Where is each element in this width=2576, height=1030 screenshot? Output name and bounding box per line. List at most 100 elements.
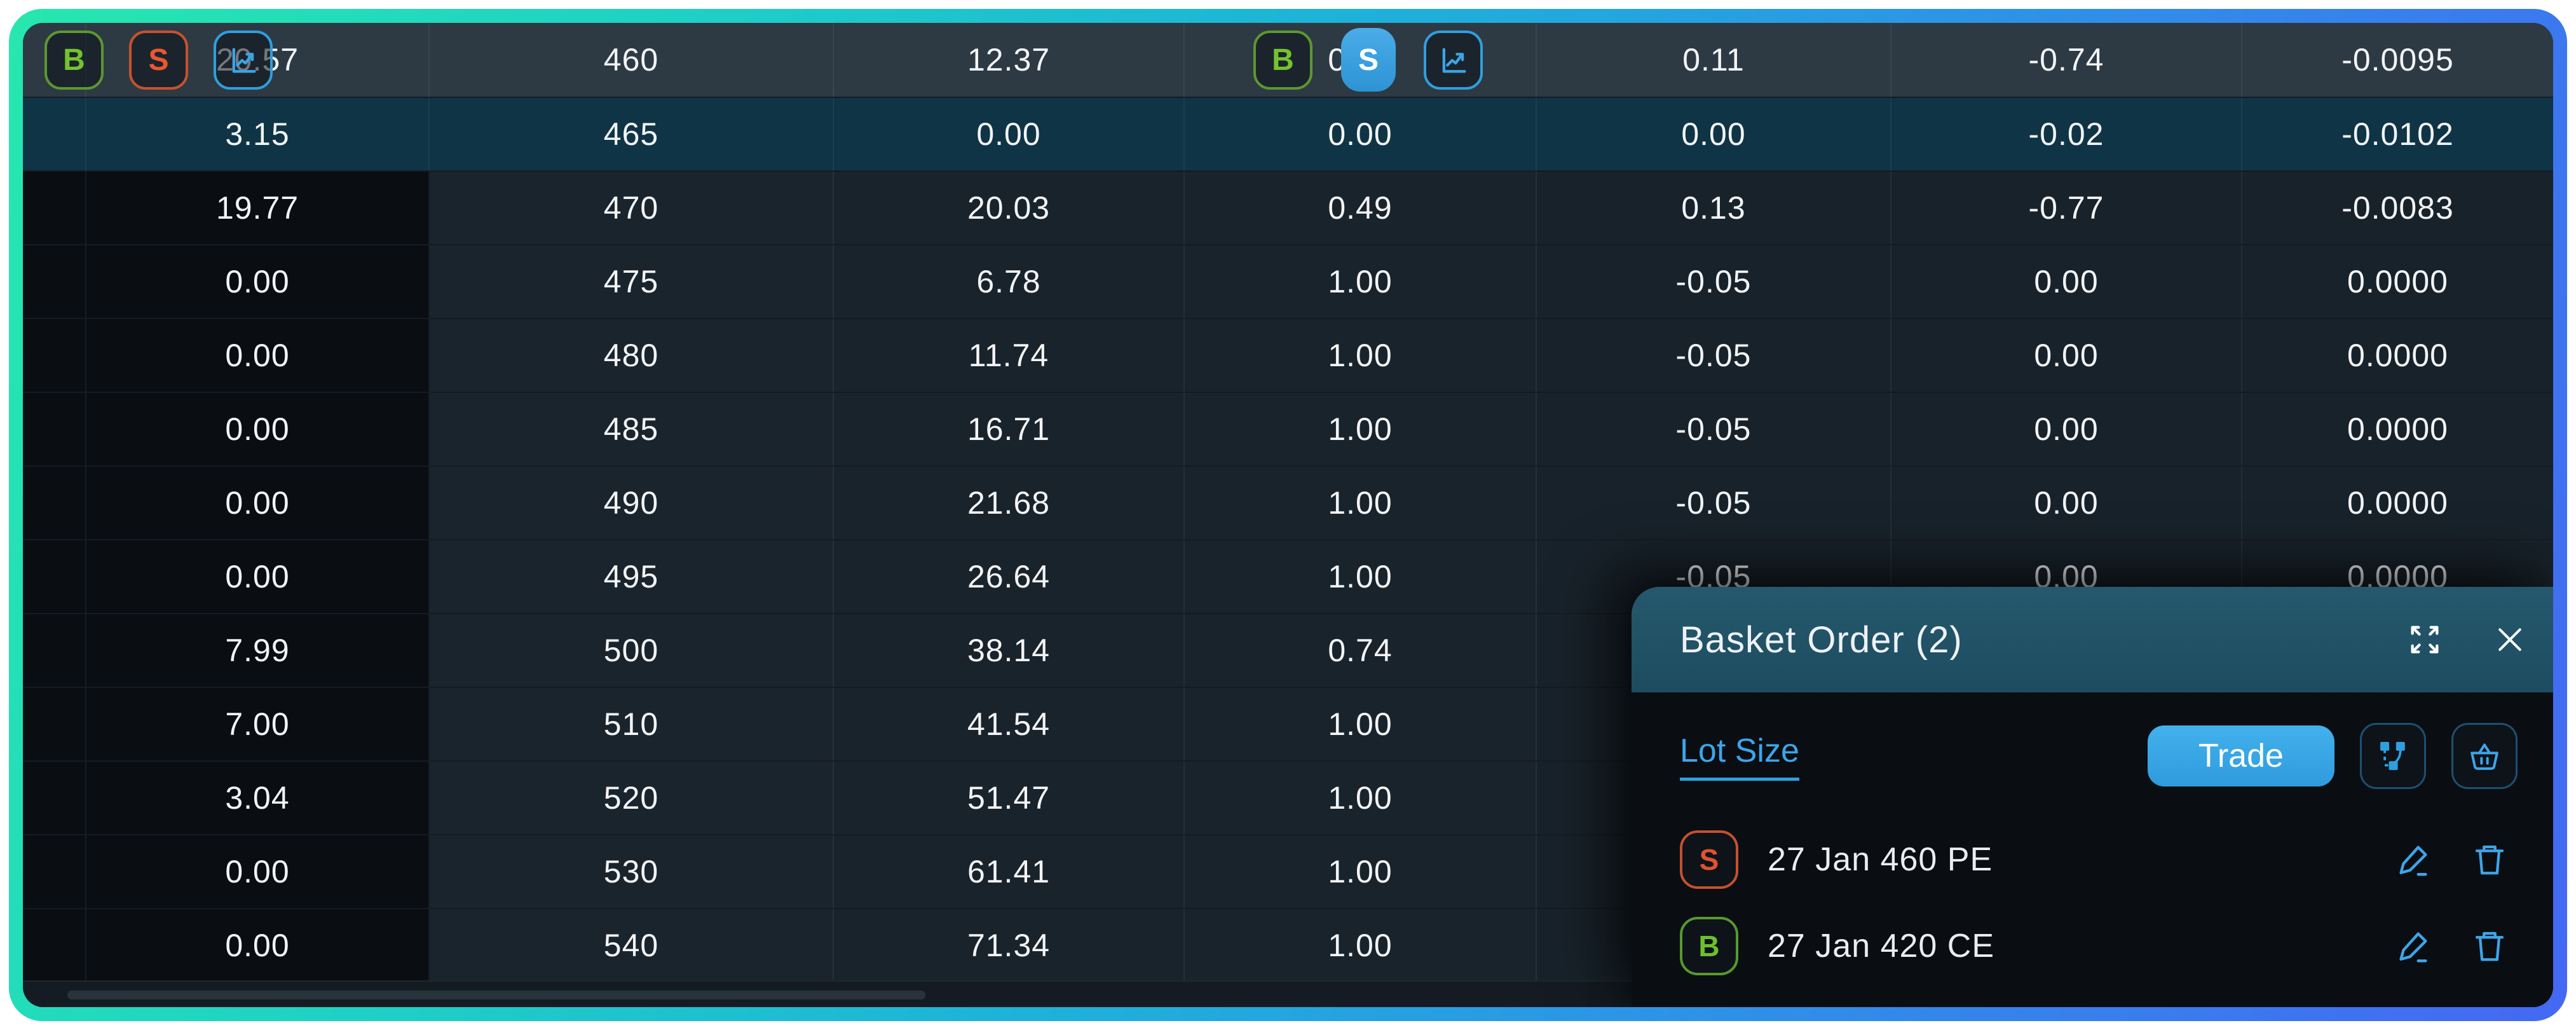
value-cell: -0.05 (1537, 393, 1891, 465)
value-cell: 1.00 (1185, 245, 1537, 318)
popup-header: Basket Order (2) (1632, 587, 2553, 692)
strike-cell: 480 (430, 319, 834, 392)
value-cell (23, 762, 86, 834)
strike-cell: 475 (430, 245, 834, 318)
delete-icon[interactable] (2468, 838, 2511, 881)
strike-cell: 540 (430, 909, 834, 982)
value-cell: 41.54 (834, 688, 1185, 760)
basket-order-row: S 27 Jan 460 PE (1680, 821, 2518, 898)
option-chain-card: 20.5746012.370.440.11-0.74-0.00953.15465… (9, 9, 2567, 1021)
value-cell: 0.00 (86, 540, 430, 613)
buy-button[interactable]: B (1253, 31, 1312, 90)
order-label: 27 Jan 460 PE (1768, 841, 1993, 878)
table-row[interactable]: 0.00 480 11.74 1.00 -0.05 0.00 0.0000 (23, 318, 2553, 392)
strike-cell: 510 (430, 688, 834, 760)
value-cell: 1.00 (1185, 835, 1537, 908)
close-icon[interactable] (2490, 619, 2530, 660)
value-cell: 1.00 (1185, 909, 1537, 982)
value-cell (23, 540, 86, 613)
value-cell: 0.00 (86, 319, 430, 392)
sell-side-badge: S (1680, 830, 1738, 889)
order-actions (2392, 838, 2518, 881)
value-cell: 0.0000 (2242, 245, 2553, 318)
value-cell: 3.15 (86, 98, 430, 170)
value-cell: 7.00 (86, 688, 430, 760)
value-cell: 1.00 (1185, 540, 1537, 613)
value-cell: 26.64 (834, 540, 1185, 613)
strike-cell: 490 (430, 467, 834, 539)
table-row[interactable]: 0.00 485 16.71 1.00 -0.05 0.00 0.0000 (23, 392, 2553, 465)
value-cell: -0.0102 (2242, 98, 2553, 170)
value-cell (23, 909, 86, 982)
value-cell (23, 172, 86, 244)
table-row[interactable]: 19.77 470 20.03 0.49 0.13 -0.77 -0.0083 (23, 170, 2553, 244)
value-cell: 16.71 (834, 393, 1185, 465)
value-cell: 0.00 (1537, 98, 1891, 170)
value-cell: 0.00 (1891, 393, 2242, 465)
sell-button[interactable]: S (129, 31, 188, 90)
popup-title: Basket Order (2) (1680, 619, 1963, 661)
basket-order-row: B 27 Jan 420 CE (1680, 907, 2518, 985)
value-cell: 0.0000 (2242, 467, 2553, 539)
strike-cell: 485 (430, 393, 834, 465)
value-cell: 11.74 (834, 319, 1185, 392)
value-cell: 0.00 (1891, 467, 2242, 539)
line-chart-icon[interactable] (214, 31, 273, 90)
strike-cell: 470 (430, 172, 834, 244)
value-cell: 0.0000 (2242, 393, 2553, 465)
value-cell: 1.00 (1185, 393, 1537, 465)
horizontal-scrollbar[interactable] (67, 991, 925, 999)
strike-cell: 495 (430, 540, 834, 613)
sell-button-active[interactable]: S (1341, 28, 1396, 92)
value-cell: 1.00 (1185, 467, 1537, 539)
value-cell: 6.78 (834, 245, 1185, 318)
trade-button[interactable]: Trade (2148, 725, 2334, 786)
value-cell: -0.05 (1537, 319, 1891, 392)
order-actions (2392, 924, 2518, 968)
value-cell: 0.00 (86, 245, 430, 318)
strike-cell: 465 (430, 98, 834, 170)
value-cell (23, 835, 86, 908)
value-cell: 0.00 (834, 98, 1185, 170)
table-row[interactable]: 0.00 490 21.68 1.00 -0.05 0.00 0.0000 (23, 465, 2553, 539)
line-chart-icon[interactable] (1424, 31, 1483, 90)
delete-icon[interactable] (2468, 924, 2511, 968)
basket-icon[interactable] (2451, 723, 2518, 789)
value-cell: 0.00 (86, 835, 430, 908)
buy-button[interactable]: B (44, 31, 104, 90)
edit-icon[interactable] (2392, 924, 2435, 968)
popup-actions: Trade (2148, 723, 2518, 789)
value-cell: 3.04 (86, 762, 430, 834)
value-cell: 71.34 (834, 909, 1185, 982)
value-cell: 0.49 (1185, 172, 1537, 244)
value-cell: 38.14 (834, 614, 1185, 687)
table-row[interactable]: 0.00 475 6.78 1.00 -0.05 0.00 0.0000 (23, 244, 2553, 318)
value-cell: 7.99 (86, 614, 430, 687)
value-cell: 19.77 (86, 172, 430, 244)
strategy-builder-icon[interactable] (2360, 723, 2426, 789)
basket-orders-list: S 27 Jan 460 PE B 27 Jan 420 CE (1680, 821, 2518, 985)
value-cell: 0.74 (1185, 614, 1537, 687)
value-cell: -0.0095 (2242, 23, 2553, 97)
expand-icon[interactable] (2404, 619, 2445, 660)
value-cell: 0.00 (1891, 319, 2242, 392)
order-label: 27 Jan 420 CE (1768, 928, 1995, 965)
strike-cell: 500 (430, 614, 834, 687)
lot-size-link[interactable]: Lot Size (1680, 732, 1799, 781)
value-cell: 0.13 (1537, 172, 1891, 244)
value-cell: 61.41 (834, 835, 1185, 908)
strike-cell: 520 (430, 762, 834, 834)
basket-order-popup: Basket Order (2) Lot (1632, 587, 2553, 1007)
value-cell: 1.00 (1185, 319, 1537, 392)
strike-cell: 460 (430, 23, 834, 97)
value-cell (23, 319, 86, 392)
value-cell: 0.11 (1537, 23, 1891, 97)
value-cell: -0.77 (1891, 172, 2242, 244)
value-cell: 21.68 (834, 467, 1185, 539)
table-row[interactable]: 3.15 465 0.00 0.00 0.00 -0.02 -0.0102 (23, 97, 2553, 170)
edit-icon[interactable] (2392, 838, 2435, 881)
value-cell: 0.00 (86, 393, 430, 465)
value-cell: -0.02 (1891, 98, 2242, 170)
value-cell (23, 614, 86, 687)
value-cell: 1.00 (1185, 688, 1537, 760)
